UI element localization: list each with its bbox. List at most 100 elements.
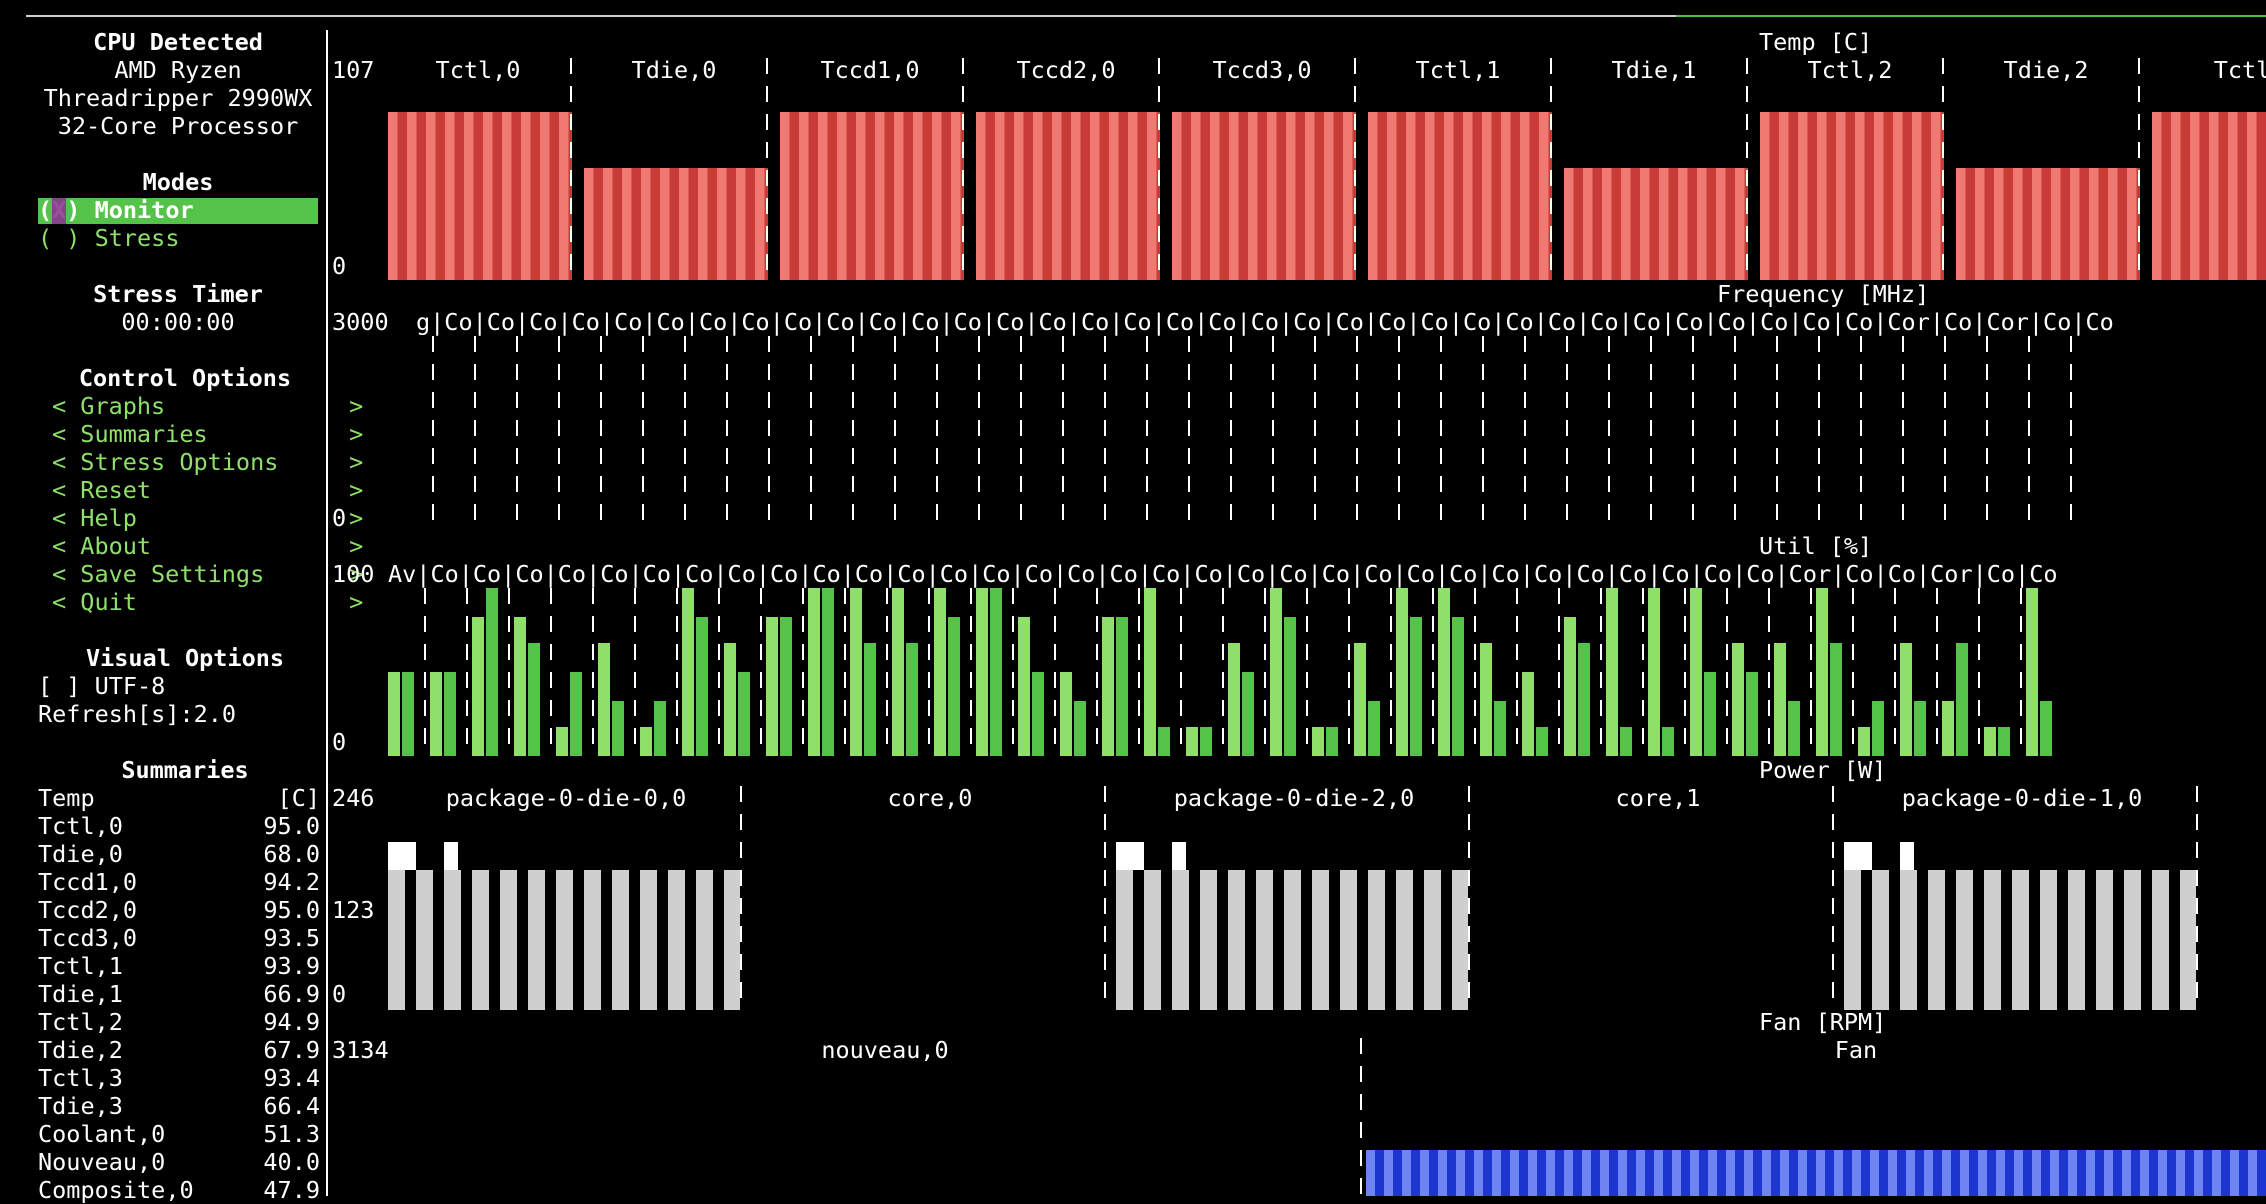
cpu-name-line: AMD Ryzen: [114, 56, 242, 84]
temp-bar: [2152, 112, 2266, 280]
summary-row-name: Tdie,1: [38, 980, 123, 1008]
fan-panel-divider: [1360, 1038, 1362, 1196]
util-bar: [1480, 643, 1492, 756]
control-stress-options-button[interactable]: < Stress Options >: [52, 448, 364, 476]
control-save-settings-button[interactable]: < Save Settings >: [52, 560, 364, 588]
frequency-column-divider: [642, 336, 644, 532]
power-panel-divider: [1104, 786, 1106, 1010]
util-column-divider: [760, 588, 762, 756]
power-panel-divider: [2196, 786, 2198, 1010]
mode-monitor-radio[interactable]: (X) Monitor: [38, 196, 194, 224]
mode-stress-radio[interactable]: ( ) Stress: [38, 224, 180, 252]
util-bar: [556, 727, 568, 756]
util-column-divider: [1222, 588, 1224, 756]
utf8-checkbox[interactable]: [ ] UTF-8: [38, 672, 166, 700]
util-bar: [2040, 701, 2052, 756]
refresh-rate-field[interactable]: Refresh[s]:2.0: [38, 700, 237, 728]
util-column-divider: [1390, 588, 1392, 756]
power-panel-divider: [740, 786, 742, 1010]
power-panel-label: core,1: [1615, 784, 1701, 812]
power-ymax: 246: [332, 784, 375, 812]
control-graphs-button[interactable]: < Graphs >: [52, 392, 364, 420]
util-bar: [472, 617, 484, 756]
util-bar: [1032, 672, 1044, 756]
modes-title: Modes: [142, 168, 214, 196]
summary-row-name: Tdie,3: [38, 1092, 123, 1120]
control-quit-button[interactable]: < Quit >: [52, 588, 364, 616]
util-column-divider: [1096, 588, 1098, 756]
frequency-column-divider: [1188, 336, 1190, 532]
frequency-column-divider: [810, 336, 812, 532]
util-bar: [1648, 588, 1660, 756]
temp-sensor-label: Tccd1,0: [820, 56, 920, 84]
power-panel-label: package-0-die-1,0: [1901, 784, 2143, 812]
util-bar: [1200, 727, 1212, 756]
temp-bar: [1956, 168, 2140, 280]
frequency-column-divider: [726, 336, 728, 532]
util-bar: [1116, 617, 1128, 756]
util-column-divider: [1684, 588, 1686, 756]
util-column-divider: [592, 588, 594, 756]
util-bar: [1858, 727, 1870, 756]
util-bar: [388, 672, 400, 756]
util-bar: [864, 643, 876, 756]
util-column-divider: [1054, 588, 1056, 756]
power-ymid: 123: [332, 896, 375, 924]
frequency-column-divider: [1104, 336, 1106, 532]
util-bar: [1788, 701, 1800, 756]
fan-bars: [1366, 1150, 2266, 1196]
util-bar: [1158, 727, 1170, 756]
summary-row-name: Coolant,0: [38, 1120, 166, 1148]
summary-row-value: 93.4: [263, 1064, 320, 1092]
util-column-divider: [928, 588, 930, 756]
util-bar: [850, 588, 862, 756]
util-bar: [1620, 727, 1632, 756]
temp-panel-divider: [1550, 58, 1552, 280]
temp-sensor-label: Tdie,2: [2003, 56, 2089, 84]
summary-row-name: Tctl,0: [38, 812, 123, 840]
util-bar: [976, 588, 988, 756]
cpu-detected-title: CPU Detected: [93, 28, 263, 56]
frequency-column-divider: [1986, 336, 1988, 532]
temp-bar: [780, 112, 964, 280]
util-column-divider: [1012, 588, 1014, 756]
util-bar: [1438, 588, 1450, 756]
util-bar: [934, 588, 946, 756]
util-column-divider: [718, 588, 720, 756]
power-bars: [1116, 870, 1468, 1010]
util-column-divider: [844, 588, 846, 756]
temp-sensor-label: Tctl,1: [1415, 56, 1501, 84]
control-about-button[interactable]: < About >: [52, 532, 364, 560]
util-bar: [682, 588, 694, 756]
frequency-column-divider: [1650, 336, 1652, 532]
temp-panel-divider: [962, 58, 964, 280]
temp-sensor-label: Tctl: [2213, 56, 2266, 84]
util-bar: [444, 672, 456, 756]
util-column-divider: [1348, 588, 1350, 756]
util-ymax: 100: [332, 560, 375, 588]
cpu-name-line: Threadripper 2990WX: [43, 84, 313, 112]
control-help-button[interactable]: < Help >: [52, 504, 364, 532]
temp-bar: [976, 112, 1160, 280]
util-column-divider: [1474, 588, 1476, 756]
util-bar: [1942, 701, 1954, 756]
control-reset-button[interactable]: < Reset >: [52, 476, 364, 504]
util-bar: [430, 672, 442, 756]
util-bar: [1956, 643, 1968, 756]
util-bar: [1872, 701, 1884, 756]
util-bar: [1396, 588, 1408, 756]
util-bar: [1144, 588, 1156, 756]
util-bar: [738, 672, 750, 756]
power-peak-bar: [1900, 842, 1914, 870]
temp-bar: [388, 112, 572, 280]
control-summaries-button[interactable]: < Summaries >: [52, 420, 364, 448]
util-bar: [1452, 617, 1464, 756]
util-bar: [892, 588, 904, 756]
util-bar: [1270, 588, 1282, 756]
util-bar: [1494, 701, 1506, 756]
summary-row-value: 47.9: [263, 1176, 320, 1204]
frequency-column-divider: [852, 336, 854, 532]
util-bar: [1774, 643, 1786, 756]
util-column-divider: [466, 588, 468, 756]
util-graph-title: Util [%]: [1759, 532, 1873, 560]
